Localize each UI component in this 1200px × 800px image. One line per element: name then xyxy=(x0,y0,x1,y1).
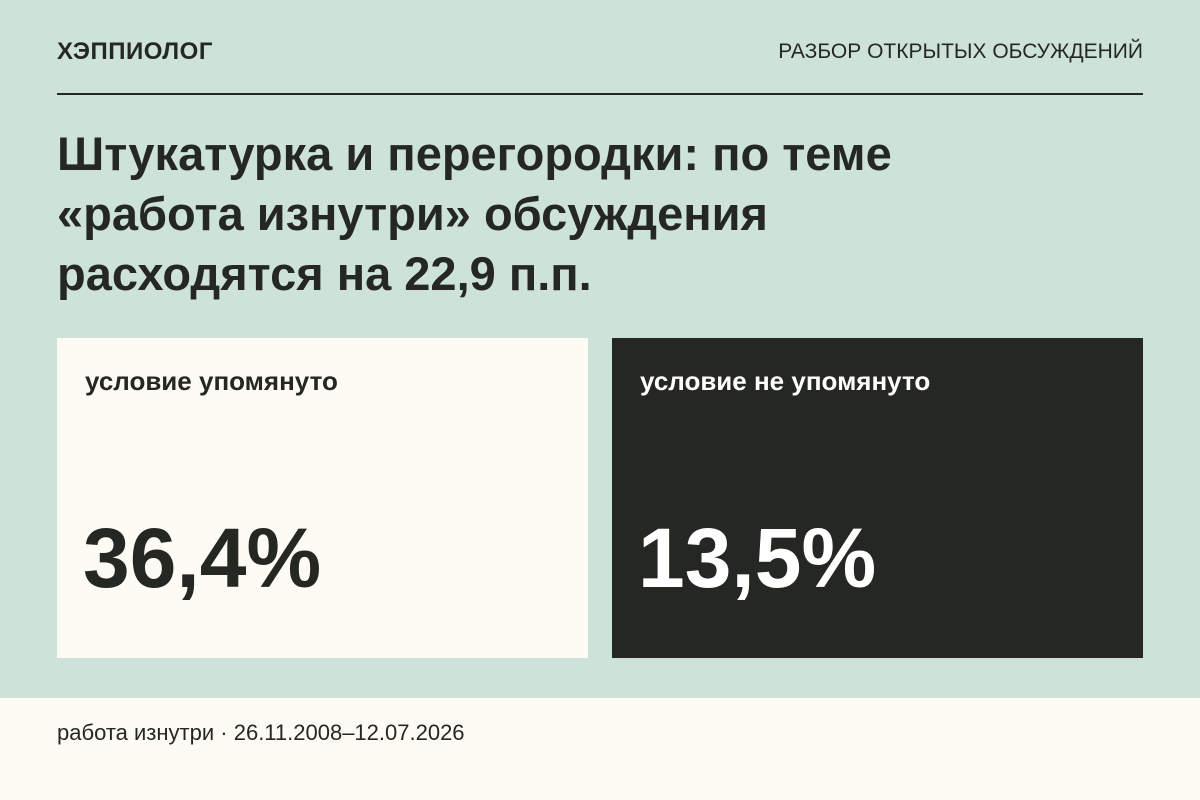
stat-value: 36,4% xyxy=(83,511,322,605)
title-line: «работа изнутри» обсуждения xyxy=(57,187,768,240)
footer-period: 26.11.2008–12.07.2026 xyxy=(233,720,465,745)
footer-text: работа изнутри · 26.11.2008–12.07.2026 xyxy=(57,720,465,746)
title-line: расходятся на 22,9 п.п. xyxy=(57,247,592,300)
stat-card: условие не упомянуто 13,5% xyxy=(612,338,1143,658)
stat-card: условие упомянуто 36,4% xyxy=(57,338,588,658)
divider xyxy=(57,93,1143,95)
stat-label: условие упомянуто xyxy=(85,366,338,396)
brand: ХЭППИОЛОГ xyxy=(57,38,213,65)
title: Штукатурка и перегородки: по теме «работ… xyxy=(57,124,892,304)
stat-value: 13,5% xyxy=(638,511,877,605)
footer-topic: работа изнутри xyxy=(57,720,215,745)
footer-separator: · xyxy=(220,720,228,745)
title-line: Штукатурка и перегородки: по теме xyxy=(57,127,892,180)
stat-label: условие не упомянуто xyxy=(640,366,931,396)
footer: работа изнутри · 26.11.2008–12.07.2026 xyxy=(0,698,1200,800)
section-label: РАЗБОР ОТКРЫТЫХ ОБСУЖДЕНИЙ xyxy=(778,40,1143,63)
